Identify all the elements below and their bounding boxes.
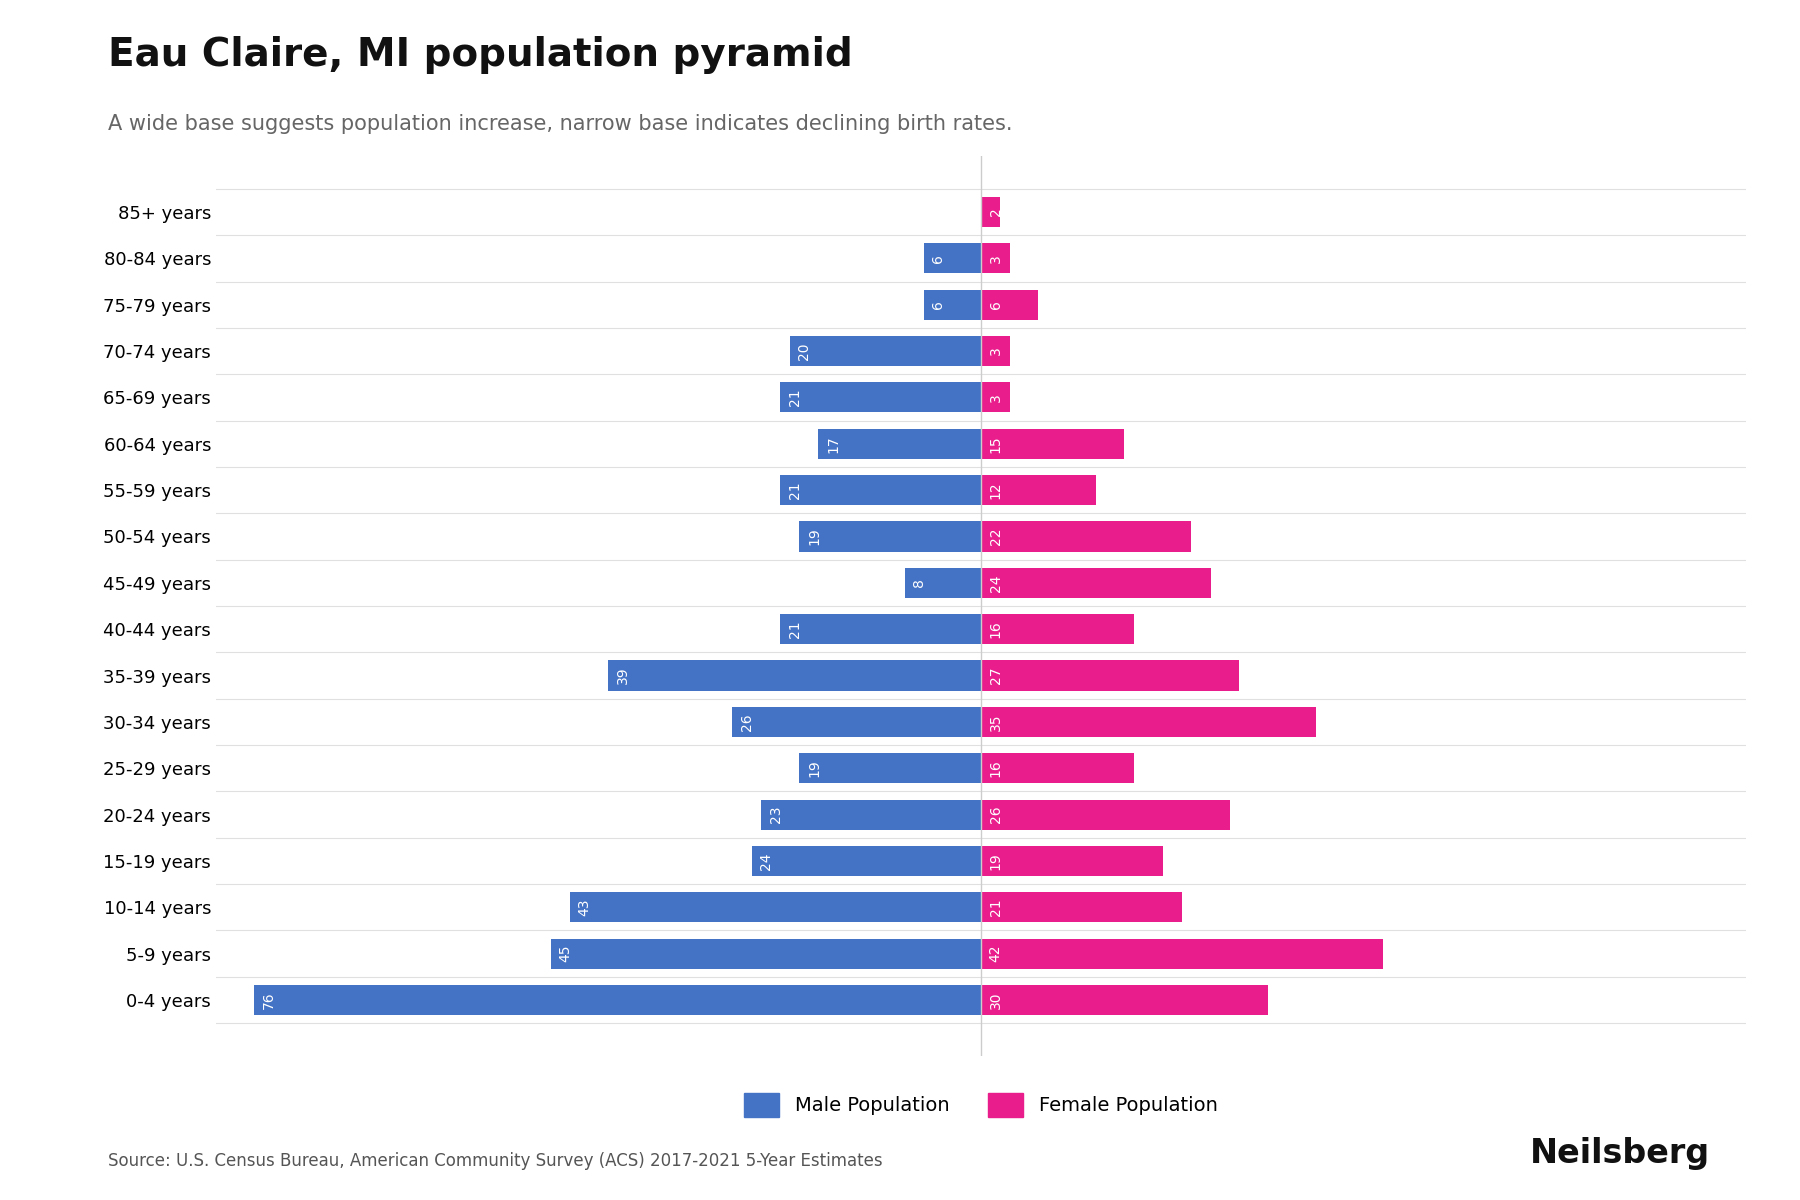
Bar (608, 660, 981, 690)
Bar (571, 893, 981, 923)
Text: 22: 22 (988, 528, 1003, 545)
Bar (761, 799, 981, 829)
Bar (733, 707, 981, 737)
Bar (981, 428, 1125, 458)
Bar (981, 475, 1096, 505)
Text: 2: 2 (988, 208, 1003, 216)
Text: 43: 43 (578, 899, 592, 916)
Text: 3: 3 (988, 347, 1003, 355)
Text: A wide base suggests population increase, narrow base indicates declining birth : A wide base suggests population increase… (108, 114, 1012, 134)
Text: Source: U.S. Census Bureau, American Community Survey (ACS) 2017-2021 5-Year Est: Source: U.S. Census Bureau, American Com… (108, 1152, 882, 1170)
Text: 24: 24 (760, 852, 774, 870)
Bar (779, 383, 981, 413)
Text: 35: 35 (988, 713, 1003, 731)
Text: 21: 21 (988, 899, 1003, 916)
Bar (981, 799, 1229, 829)
Bar (799, 522, 981, 552)
Text: 76: 76 (263, 991, 275, 1009)
Text: 3: 3 (988, 254, 1003, 263)
Bar (779, 475, 981, 505)
Bar (923, 289, 981, 319)
Bar (790, 336, 981, 366)
Text: 27: 27 (988, 667, 1003, 684)
Text: 6: 6 (931, 254, 945, 263)
Text: 6: 6 (931, 300, 945, 310)
Text: 12: 12 (988, 481, 1003, 499)
Bar (819, 428, 981, 458)
Text: 15: 15 (988, 434, 1003, 452)
Text: 23: 23 (769, 806, 783, 823)
Bar (981, 754, 1134, 784)
Text: 26: 26 (988, 805, 1003, 823)
Bar (752, 846, 981, 876)
Bar (981, 938, 1382, 968)
Text: 42: 42 (988, 944, 1003, 962)
Bar (981, 383, 1010, 413)
Bar (254, 985, 981, 1015)
Text: Eau Claire, MI population pyramid: Eau Claire, MI population pyramid (108, 36, 853, 74)
Text: 19: 19 (988, 852, 1003, 870)
Legend: Male Population, Female Population: Male Population, Female Population (725, 1074, 1237, 1136)
Bar (981, 197, 1001, 227)
Bar (981, 985, 1267, 1015)
Text: 16: 16 (988, 760, 1003, 778)
Text: 16: 16 (988, 620, 1003, 638)
Bar (551, 938, 981, 968)
Text: 26: 26 (740, 713, 754, 731)
Bar (981, 893, 1183, 923)
Bar (981, 522, 1192, 552)
Bar (981, 660, 1238, 690)
Text: 45: 45 (558, 944, 572, 962)
Bar (981, 244, 1010, 274)
Bar (981, 846, 1163, 876)
Text: 8: 8 (913, 578, 927, 587)
Text: 17: 17 (826, 434, 841, 452)
Text: 6: 6 (988, 300, 1003, 310)
Text: 19: 19 (806, 760, 821, 778)
Bar (779, 614, 981, 644)
Bar (904, 568, 981, 598)
Text: 3: 3 (988, 394, 1003, 402)
Text: 21: 21 (788, 620, 801, 638)
Text: 24: 24 (988, 574, 1003, 592)
Text: 21: 21 (788, 389, 801, 407)
Bar (981, 336, 1010, 366)
Bar (923, 244, 981, 274)
Text: 21: 21 (788, 481, 801, 499)
Bar (981, 614, 1134, 644)
Text: 39: 39 (616, 667, 630, 684)
Bar (981, 707, 1316, 737)
Bar (981, 568, 1210, 598)
Text: Neilsberg: Neilsberg (1530, 1138, 1710, 1170)
Bar (799, 754, 981, 784)
Bar (981, 289, 1039, 319)
Text: 20: 20 (797, 342, 812, 360)
Text: 30: 30 (988, 991, 1003, 1009)
Text: 19: 19 (806, 528, 821, 545)
